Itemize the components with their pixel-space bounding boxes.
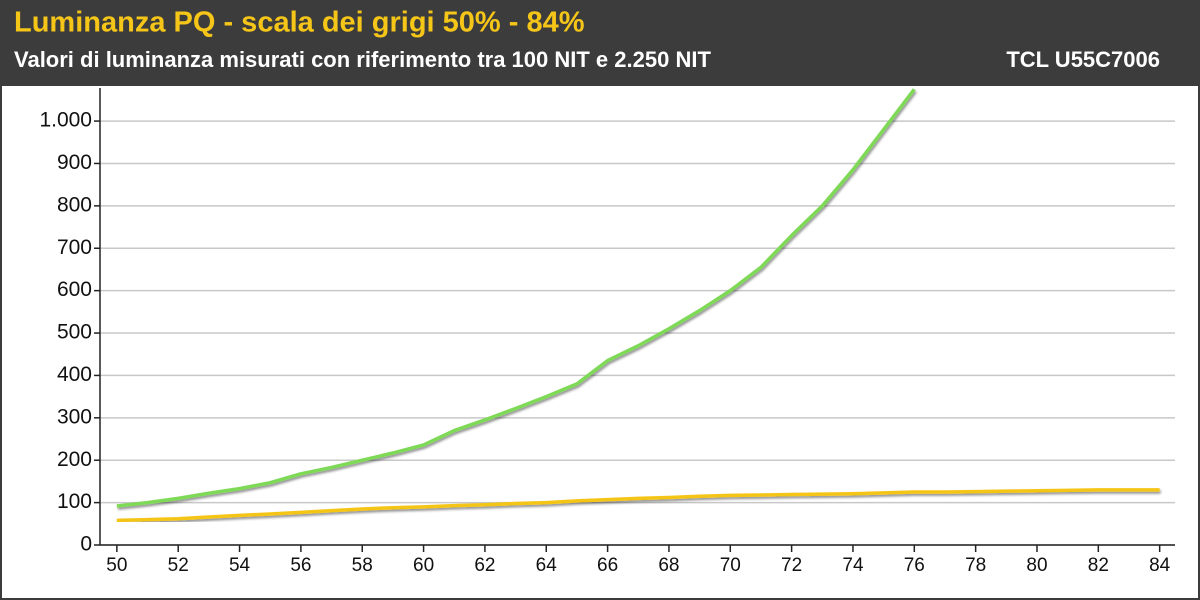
y-tick-label: 500	[57, 321, 92, 344]
y-tick-label: 300	[57, 405, 92, 428]
series-line	[116, 488, 1160, 523]
x-tick-label: 54	[229, 555, 251, 576]
y-tick-label: 400	[57, 363, 92, 386]
chart-title: Luminanza PQ - scala dei grigi 50% - 84%	[14, 7, 585, 39]
x-tick-label: 78	[965, 555, 986, 576]
x-tick-label: 66	[597, 555, 618, 576]
series-line	[116, 88, 916, 508]
subtitle: Valori di luminanza misurati con riferim…	[14, 47, 711, 72]
y-tick-label: 900	[57, 151, 92, 174]
x-tick-label: 70	[720, 555, 741, 576]
x-tick-label: 58	[352, 555, 373, 576]
header	[0, 0, 1200, 86]
axes: 0 100 200 300 400 500 600 700 800 900 1.000 50 52 54 5…	[39, 88, 1175, 576]
x-tick-label: 84	[1149, 555, 1171, 576]
x-tick-label: 68	[658, 555, 679, 576]
x-tick-label: 72	[781, 555, 802, 576]
x-tick-label: 80	[1026, 555, 1047, 576]
x-tick-label: 82	[1088, 555, 1109, 576]
y-tick-label: 100	[57, 490, 92, 513]
x-tick-label: 64	[536, 555, 558, 576]
y-tick-label: 700	[57, 236, 92, 259]
annotation: TCL U55C7006	[1006, 47, 1160, 72]
plot	[116, 88, 1160, 523]
y-tick-label: 200	[57, 448, 92, 471]
x-tick-label: 62	[474, 555, 495, 576]
y-tick-label: 800	[57, 193, 92, 216]
x-tick-label: 52	[168, 555, 189, 576]
x-tick-label: 74	[842, 555, 864, 576]
y-tick-label: 0	[80, 533, 92, 556]
y-tick-label: 1.000	[39, 109, 92, 132]
x-tick-label: 50	[106, 555, 127, 576]
x-tick-label: 56	[290, 555, 311, 576]
x-tick-label: 76	[904, 555, 925, 576]
x-tick-label: 60	[413, 555, 434, 576]
y-tick-label: 600	[57, 278, 92, 301]
